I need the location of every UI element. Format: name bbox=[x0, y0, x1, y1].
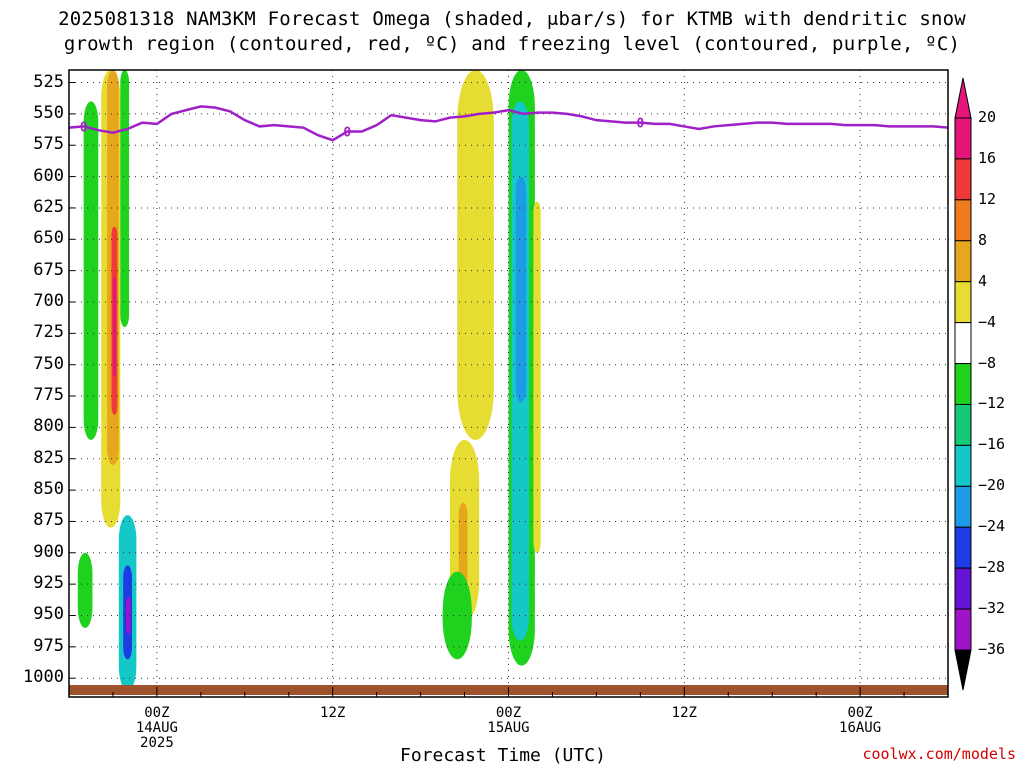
y-tick-label-675: 675 bbox=[33, 259, 64, 280]
y-tick-label-800: 800 bbox=[33, 416, 64, 437]
y-tick-label-900: 900 bbox=[33, 541, 64, 562]
colorbar-label-12: −32 bbox=[978, 599, 1006, 618]
colorbar-segment-9 bbox=[954, 485, 972, 528]
colorbar-label-3: 8 bbox=[978, 230, 988, 249]
x-tick-label-2: 00Z 15AUG bbox=[487, 705, 530, 736]
omega-region-17 bbox=[533, 201, 541, 553]
x-tick-label-4: 00Z 16AUG bbox=[839, 705, 882, 736]
colorbar-segment-11 bbox=[954, 567, 972, 610]
colorbar-label-13: −36 bbox=[978, 640, 1006, 658]
y-tick-label-525: 525 bbox=[33, 71, 64, 92]
chart-title-line-1: 2025081318 NAM3KM Forecast Omega (shaded… bbox=[58, 8, 966, 30]
colorbar-segment-4 bbox=[954, 281, 972, 324]
y-tick-label-600: 600 bbox=[33, 165, 64, 186]
colorbar-label-2: 12 bbox=[978, 189, 997, 208]
colorbar-label-7: −12 bbox=[978, 394, 1006, 413]
colorbar-segment-10 bbox=[954, 526, 972, 569]
y-tick-label-650: 650 bbox=[33, 228, 64, 249]
y-tick-label-950: 950 bbox=[33, 604, 64, 625]
y-tick-label-625: 625 bbox=[33, 196, 64, 217]
freezing-level-label-2: 0 bbox=[636, 117, 644, 132]
colorbar-label-11: −28 bbox=[978, 558, 1006, 577]
y-tick-label-725: 725 bbox=[33, 322, 64, 343]
y-tick-label-700: 700 bbox=[33, 290, 64, 311]
y-tick-label-1000: 1000 bbox=[23, 667, 64, 688]
omega-region-10 bbox=[457, 70, 494, 440]
colorbar-label-8: −16 bbox=[978, 435, 1006, 454]
omega-region-5 bbox=[120, 70, 130, 328]
colorbar-segment-0 bbox=[954, 117, 972, 160]
colorbar-label-0: 20 bbox=[978, 108, 997, 126]
colorbar-label-9: −20 bbox=[978, 476, 1006, 495]
colorbar-segment-12 bbox=[954, 608, 972, 651]
omega-region-9 bbox=[126, 596, 131, 635]
freezing-level-line bbox=[69, 105, 948, 142]
y-tick-label-775: 775 bbox=[33, 385, 64, 406]
colorbar-segment-6 bbox=[954, 363, 972, 405]
omega-region-4 bbox=[112, 276, 116, 378]
colorbar-segment-2 bbox=[954, 199, 972, 242]
omega-region-16 bbox=[515, 176, 527, 403]
x-tick-label-3: 12Z bbox=[671, 705, 697, 721]
y-tick-label-825: 825 bbox=[33, 447, 64, 468]
site-credit: coolwx.com/models bbox=[862, 745, 1016, 763]
colorbar-label-10: −24 bbox=[978, 517, 1006, 536]
omega-region-0 bbox=[83, 101, 99, 440]
freezing-level-label-1: 0 bbox=[343, 125, 351, 140]
y-tick-label-550: 550 bbox=[33, 102, 64, 123]
colorbar-label-5: −4 bbox=[978, 312, 997, 331]
omega-region-13 bbox=[442, 571, 472, 660]
x-tick-label-0: 00Z 14AUG 2025 bbox=[135, 705, 178, 751]
colorbar-label-6: −8 bbox=[978, 353, 997, 372]
colorbar-segment-5 bbox=[954, 322, 972, 365]
omega-region-12 bbox=[458, 502, 468, 591]
colorbar-segment-7 bbox=[954, 403, 972, 446]
colorbar-label-1: 16 bbox=[978, 148, 997, 167]
y-tick-label-925: 925 bbox=[33, 573, 64, 594]
y-tick-label-750: 750 bbox=[33, 353, 64, 374]
x-axis-title: Forecast Time (UTC) bbox=[400, 745, 606, 766]
y-tick-label-850: 850 bbox=[33, 479, 64, 500]
colorbar-label-4: 4 bbox=[978, 271, 988, 290]
y-tick-label-575: 575 bbox=[33, 134, 64, 155]
y-tick-label-975: 975 bbox=[33, 635, 64, 656]
colorbar-arrow-top bbox=[954, 77, 972, 119]
freezing-level-label-0: 0 bbox=[80, 120, 88, 135]
colorbar-segment-8 bbox=[954, 444, 972, 487]
x-tick-label-1: 12Z bbox=[320, 705, 346, 721]
omega-region-6 bbox=[77, 552, 93, 629]
colorbar-segment-1 bbox=[954, 158, 972, 201]
colorbar-arrow-bottom bbox=[954, 649, 972, 691]
colorbar-segment-3 bbox=[954, 240, 972, 283]
chart-title-line-2: growth region (contoured, red, ºC) and f… bbox=[63, 33, 961, 55]
y-tick-label-875: 875 bbox=[33, 510, 64, 531]
